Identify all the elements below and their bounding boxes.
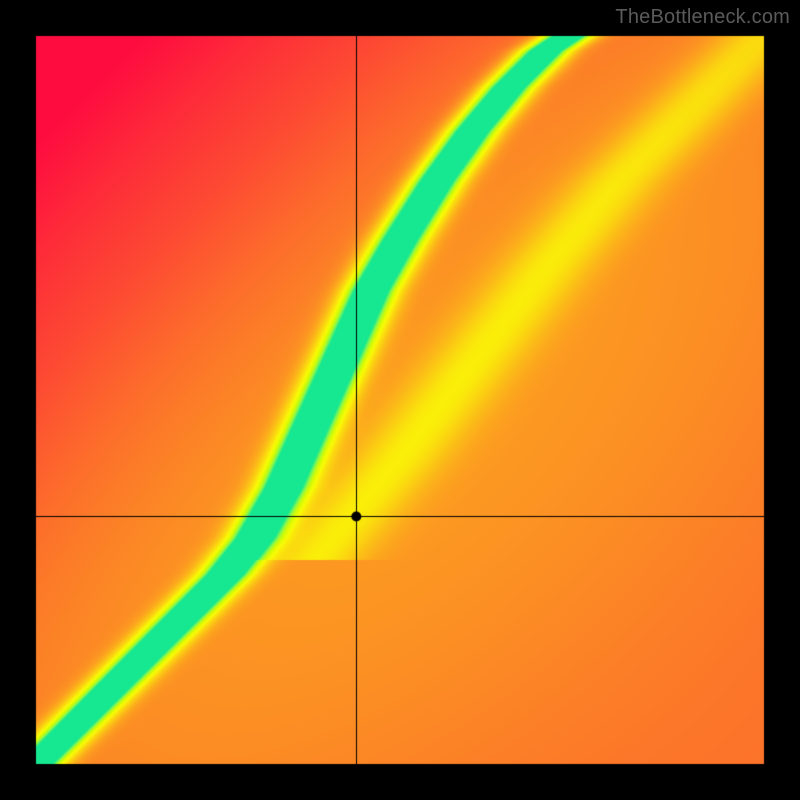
watermark-text: TheBottleneck.com	[615, 6, 790, 29]
chart-container: TheBottleneck.com	[0, 0, 800, 800]
heatmap-canvas	[0, 0, 800, 800]
